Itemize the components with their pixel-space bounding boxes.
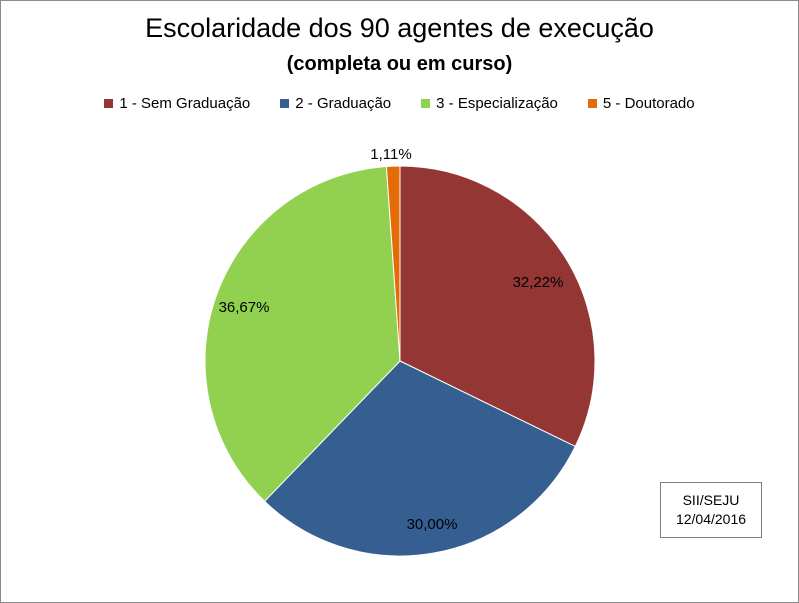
legend-item: 1 - Sem Graduação [104, 95, 250, 112]
data-label-5-doutorado: 1,11% [370, 146, 411, 163]
legend-item: 3 - Especialização [421, 95, 558, 112]
pie-slice-3-especializacao [204, 165, 401, 502]
source-note-org: SII/SEJU [682, 492, 740, 508]
chart-subtitle: (completa ou em curso) [286, 53, 513, 75]
legend-label: 5 - Doutorado [602, 95, 695, 112]
data-label-3-especializacao: 36,67% [219, 299, 270, 316]
source-note: SII/SEJU 12/04/2016 [660, 482, 762, 538]
legend-label: 1 - Sem Graduação [119, 95, 251, 112]
legend-label: 3 - Especialização [436, 95, 558, 112]
source-note-date: 12/04/2016 [675, 511, 747, 527]
chart-title: Escolaridade dos 90 agentes de execução [145, 13, 654, 43]
legend-item: 5 - Doutorado [587, 95, 695, 112]
legend-swatch [421, 99, 431, 108]
data-label-2-graduacao: 30,00% [407, 516, 458, 533]
pie-slice-5-doutorado [385, 165, 401, 362]
legend-swatch [280, 99, 290, 108]
legend: 1 - Sem Graduação 2 - Graduação 3 - Especi… [1, 95, 798, 112]
legend-item: 2 - Graduação [280, 95, 391, 112]
data-label-1-sem-graduacao: 32,22% [513, 274, 564, 291]
legend-label: 2 - Graduação [295, 95, 392, 112]
pie-slice-2-graduacao [263, 360, 576, 557]
pie-slice-1-sem-graduacao [399, 165, 596, 448]
legend-swatch [104, 99, 114, 108]
legend-swatch [587, 99, 597, 108]
